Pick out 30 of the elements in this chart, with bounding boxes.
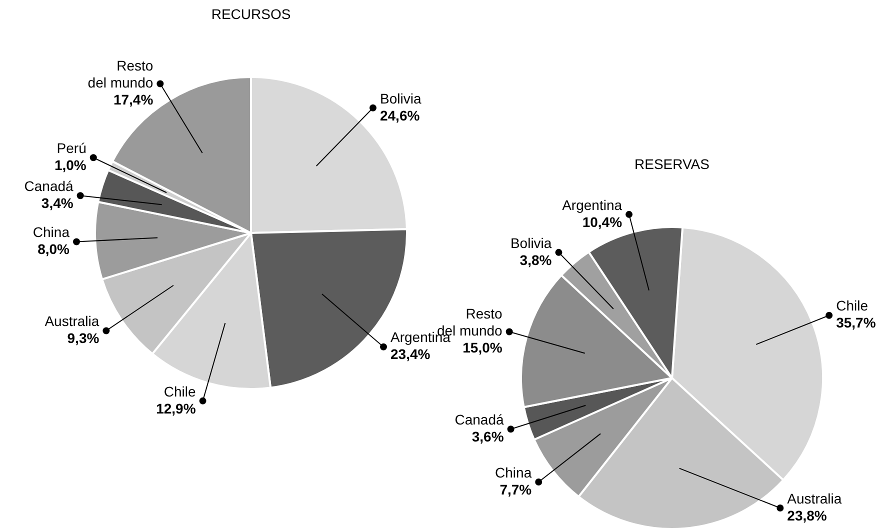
slice-label: Australia <box>44 313 100 330</box>
slice-label: Chile <box>164 383 196 400</box>
slice-label: China <box>495 464 532 480</box>
data-label: 3,4% <box>41 194 74 211</box>
data-label: 10,4% <box>582 214 623 230</box>
data-label: 35,7% <box>836 314 876 331</box>
chart-title: RESERVAS <box>634 156 710 172</box>
data-label: 3,8% <box>520 252 552 268</box>
chart-title: RECURSOS <box>211 6 291 22</box>
data-label: 23,4% <box>390 346 431 362</box>
data-label: 24,6% <box>380 107 420 124</box>
data-label: 1,0% <box>54 156 87 173</box>
slice-label: Bolivia <box>380 90 422 106</box>
slice-label: Perú <box>56 140 86 156</box>
slice-label: Chile <box>836 298 868 314</box>
data-label: 9,3% <box>67 330 100 346</box>
data-label: 7,7% <box>500 481 532 498</box>
slice-label: Canadá <box>24 178 74 194</box>
slice-label: Australia <box>787 490 842 506</box>
slice-label: Argentina <box>562 196 622 213</box>
slice-label: Canadá <box>454 411 504 428</box>
data-label: 3,6% <box>472 428 504 444</box>
data-label: 17,4% <box>113 92 154 108</box>
data-label: 12,9% <box>156 400 196 416</box>
data-label: 15,0% <box>462 340 503 356</box>
data-label: 8,0% <box>38 241 70 258</box>
slice-label: Resto del mundo <box>88 58 154 91</box>
slice-label: China <box>32 224 70 240</box>
slice-label: Bolivia <box>510 234 552 251</box>
data-label: 23,8% <box>787 507 828 524</box>
